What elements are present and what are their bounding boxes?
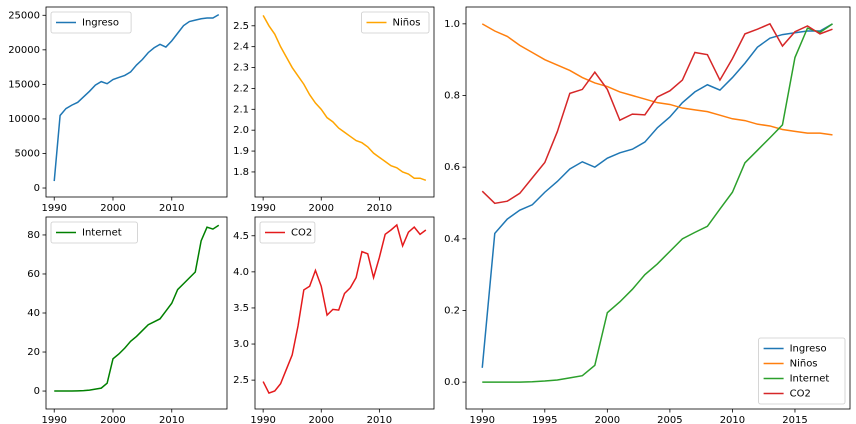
legend-label: Niños xyxy=(790,359,818,370)
y-tick-label: 2.5 xyxy=(233,375,249,386)
x-tick-label: 2010 xyxy=(159,415,184,424)
legend-label: Internet xyxy=(790,374,830,385)
subplot: 1990 1995 2000 2005 2010 2015 0.0 0.2 0.4 0.6 0.8 1… xyxy=(444,6,851,424)
axes-spine xyxy=(254,216,435,410)
y-tick-label: 40 xyxy=(27,308,40,319)
x-tick-label: 2000 xyxy=(595,415,620,424)
series-line xyxy=(481,23,833,368)
y-tick-label: 0 xyxy=(34,183,40,194)
x-tick-label: 1990 xyxy=(42,415,67,424)
legend-label: Niños xyxy=(393,18,421,29)
x-tick-label: 1995 xyxy=(532,415,557,424)
y-tick-label: 0 xyxy=(34,386,40,397)
axes-frame xyxy=(46,217,227,409)
y-tick-label: 25000 xyxy=(8,10,40,21)
y-tick-label: 15000 xyxy=(8,79,40,90)
legend-box xyxy=(50,11,132,34)
y-tick-label: 60 xyxy=(27,269,40,280)
x-tick-label: 2000 xyxy=(309,415,334,424)
series-line xyxy=(262,223,427,395)
legend-label: Ingreso xyxy=(790,344,827,355)
axes-spine xyxy=(254,6,435,198)
axes-frame xyxy=(46,7,227,197)
legend-label: CO2 xyxy=(291,228,312,239)
y-tick-label: 0.4 xyxy=(444,234,460,245)
series-line xyxy=(481,23,833,136)
x-tick-label: 1990 xyxy=(470,415,495,424)
subplot: 1990 2000 2010 0 5000 10000 15000 20000 25000 Ing… xyxy=(8,6,228,214)
axes-frame xyxy=(255,7,434,197)
y-tick-label: 2.3 xyxy=(233,63,249,74)
y-tick-label: 2.0 xyxy=(233,125,249,136)
y-tick-label: 0.2 xyxy=(444,305,460,316)
series-line xyxy=(262,14,427,182)
subplot: 1990 2000 2010 0 20 40 60 80 Internet xyxy=(27,216,228,424)
x-tick-label: 1990 xyxy=(42,203,67,214)
y-tick-label: 20000 xyxy=(8,45,40,56)
x-tick-label: 2005 xyxy=(657,415,682,424)
x-tick-label: 2015 xyxy=(782,415,807,424)
y-tick-label: 20 xyxy=(27,347,40,358)
x-tick-label: 1990 xyxy=(250,415,275,424)
axes-spine xyxy=(45,216,228,410)
y-tick-label: 0.8 xyxy=(444,90,460,101)
legend-box xyxy=(259,221,316,244)
y-tick-label: 0.6 xyxy=(444,162,460,173)
legend-box xyxy=(758,337,846,405)
axes-frame xyxy=(255,217,434,409)
subplot: 1990 2000 2010 2.5 3.0 3.5 4.0 4.5 CO2 xyxy=(233,216,435,424)
series-line xyxy=(481,22,833,205)
y-tick-label: 2.5 xyxy=(233,21,249,32)
y-tick-label: 3.0 xyxy=(233,339,249,350)
y-tick-label: 1.9 xyxy=(233,146,249,157)
legend-label: Ingreso xyxy=(82,18,119,29)
x-tick-label: 1990 xyxy=(250,203,275,214)
y-tick-label: 2.1 xyxy=(233,104,249,115)
axes-spine xyxy=(465,6,851,410)
x-tick-label: 2000 xyxy=(100,203,125,214)
y-tick-label: 0.0 xyxy=(444,377,460,388)
x-tick-label: 2000 xyxy=(309,203,334,214)
y-tick-label: 2.4 xyxy=(233,42,249,53)
y-tick-label: 10000 xyxy=(8,114,40,125)
series-line xyxy=(54,224,220,392)
x-tick-label: 2010 xyxy=(367,415,392,424)
legend-label: Internet xyxy=(82,228,122,239)
subplot: 1990 2000 2010 1.8 1.9 2.0 2.1 2.2 2.3 2.4 2.5 Niño… xyxy=(233,6,435,214)
x-tick-label: 2000 xyxy=(100,415,125,424)
series-line xyxy=(482,23,833,383)
x-tick-label: 2010 xyxy=(720,415,745,424)
x-tick-label: 2010 xyxy=(159,203,184,214)
axes-spine xyxy=(45,6,228,198)
y-tick-label: 1.8 xyxy=(233,167,249,178)
x-tick-label: 2010 xyxy=(367,203,392,214)
series-line xyxy=(53,13,220,182)
y-tick-label: 1.0 xyxy=(444,19,460,30)
y-tick-label: 80 xyxy=(27,230,40,241)
legend-box xyxy=(361,11,430,34)
y-tick-label: 4.0 xyxy=(233,267,249,278)
legend-label: CO2 xyxy=(790,389,811,400)
legend-box xyxy=(50,221,138,244)
y-tick-label: 2.2 xyxy=(233,83,249,94)
y-tick-label: 5000 xyxy=(15,148,40,159)
y-tick-label: 4.5 xyxy=(233,231,249,242)
y-tick-label: 3.5 xyxy=(233,303,249,314)
